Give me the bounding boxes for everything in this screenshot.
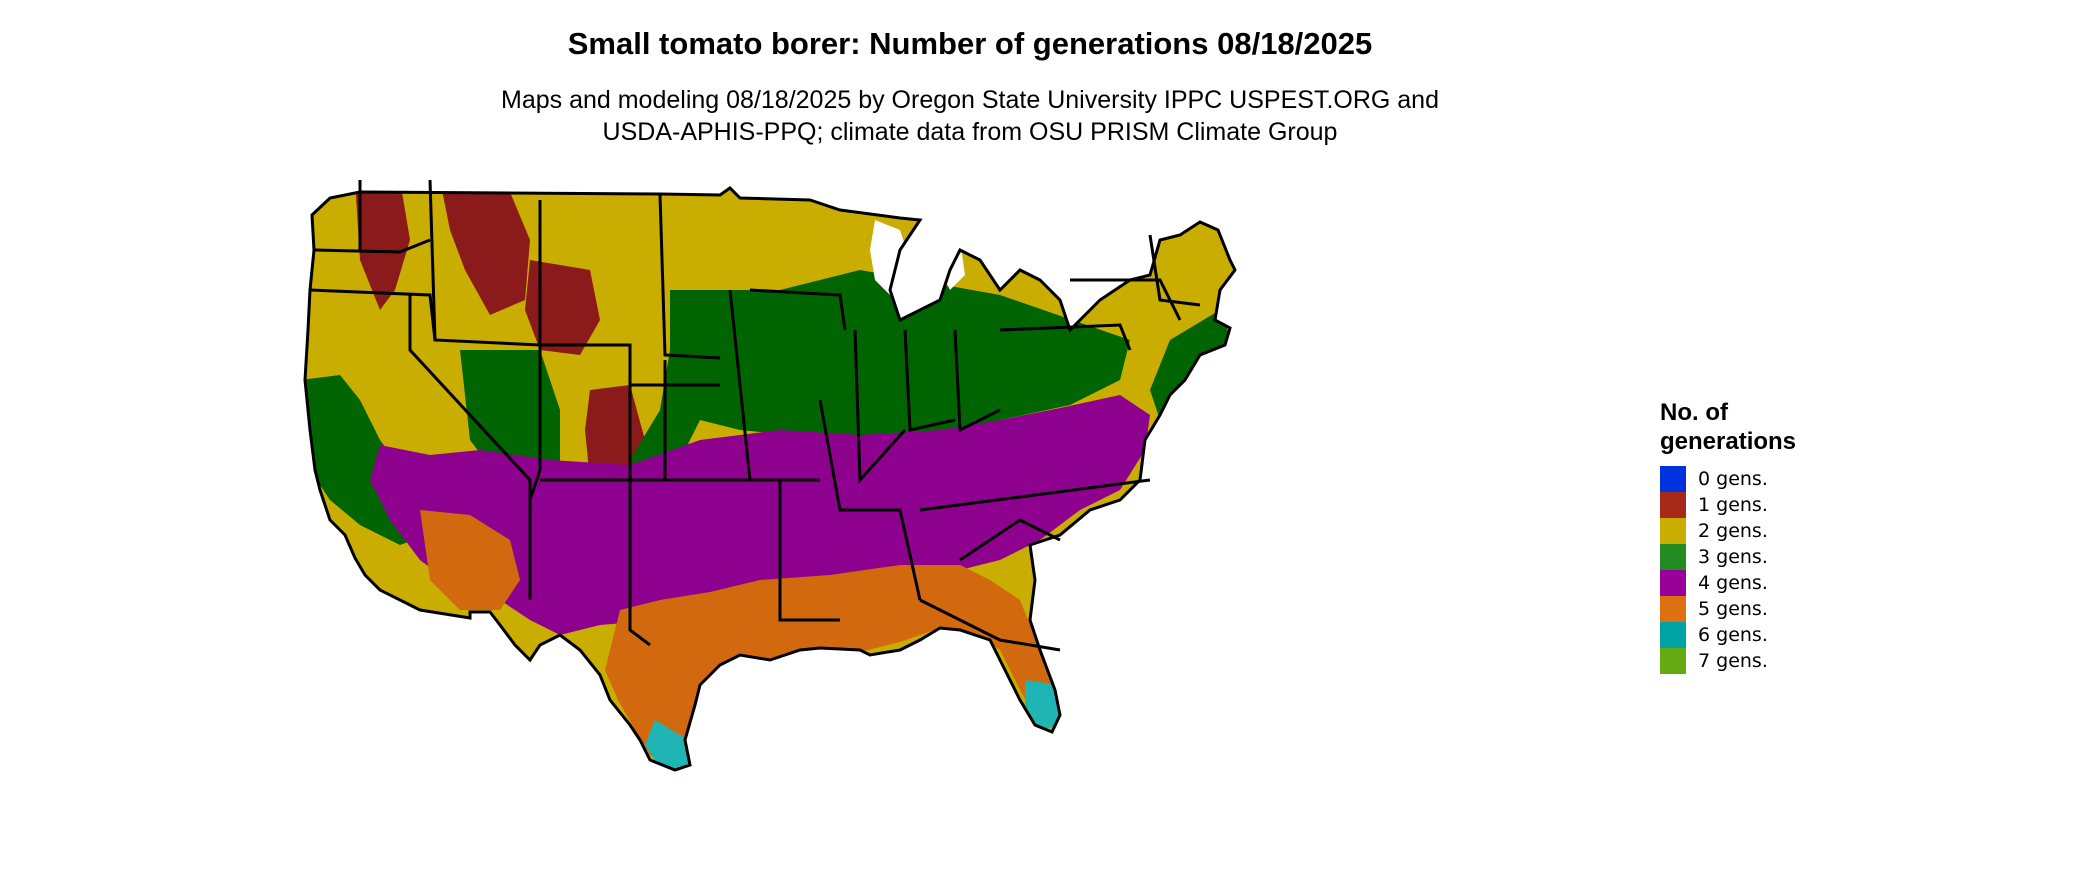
subtitle-line-1: Maps and modeling 08/18/2025 by Oregon S… bbox=[501, 86, 1439, 114]
border-id-west bbox=[428, 180, 541, 347]
state-borders bbox=[303, 180, 1237, 772]
legend-item: 1 gens. bbox=[1660, 492, 1890, 518]
zone-one-generation-cascades bbox=[355, 188, 410, 310]
legend-swatch bbox=[1660, 596, 1686, 622]
zone-three-generations-midwest bbox=[630, 270, 1130, 480]
legend-item: 7 gens. bbox=[1660, 648, 1890, 674]
lake-michigan bbox=[870, 220, 910, 295]
generation-zones bbox=[305, 188, 1235, 770]
legend-item: 2 gens. bbox=[1660, 518, 1890, 544]
border-ms-al bbox=[818, 399, 922, 601]
subtitle-line-2: USDA-APHIS-PPQ; climate data from OSU PR… bbox=[602, 118, 1338, 146]
usa-map-svg bbox=[303, 180, 1237, 772]
legend-swatch bbox=[1660, 648, 1686, 674]
legend-swatch bbox=[1660, 544, 1686, 570]
legend: No. of generations 0 gens. 1 gens. 2 gens.… bbox=[1660, 398, 1890, 674]
legend-title-line-1: No. of bbox=[1660, 399, 1728, 426]
border-dakotas bbox=[658, 194, 721, 360]
map-title: Small tomato borer: Number of generation… bbox=[567, 26, 1373, 61]
border-in bbox=[903, 329, 956, 432]
legend-label: 2 gens. bbox=[1698, 520, 1768, 542]
legend-label: 5 gens. bbox=[1698, 598, 1768, 620]
zone-one-generation-idaho bbox=[440, 188, 530, 315]
legend-item: 4 gens. bbox=[1660, 570, 1890, 596]
border-wa-or bbox=[314, 238, 431, 254]
legend-label: 4 gens. bbox=[1698, 572, 1768, 594]
border-ut-az bbox=[528, 345, 542, 600]
legend-items: 0 gens. 1 gens. 2 gens. 3 gens. 4 gens. 5 gen… bbox=[1660, 466, 1890, 674]
zone-four-generations-south bbox=[370, 395, 1150, 640]
border-oh bbox=[953, 329, 1001, 433]
legend-label: 7 gens. bbox=[1698, 650, 1768, 672]
generations-map bbox=[300, 180, 1640, 890]
border-ia-mn bbox=[749, 288, 847, 331]
border-il bbox=[853, 329, 907, 484]
zone-five-generations-arizona bbox=[420, 510, 520, 610]
border-mo bbox=[728, 289, 820, 482]
legend-swatch bbox=[1660, 570, 1686, 596]
legend-label: 6 gens. bbox=[1698, 624, 1768, 646]
legend-item: 5 gens. bbox=[1660, 596, 1890, 622]
border-ks-ok bbox=[663, 360, 782, 540]
border-new-england bbox=[1148, 234, 1201, 307]
border-la-ar bbox=[778, 540, 840, 622]
legend-label: 3 gens. bbox=[1698, 546, 1768, 568]
legend-item: 3 gens. bbox=[1660, 544, 1890, 570]
legend-item: 0 gens. bbox=[1660, 466, 1890, 492]
legend-swatch bbox=[1660, 518, 1686, 544]
legend-swatch bbox=[1660, 492, 1686, 518]
zone-six-generations-texas bbox=[645, 720, 690, 770]
legend-title: No. of generations bbox=[1660, 398, 1890, 456]
border-tn-ky bbox=[919, 478, 1151, 512]
zone-one-generation-wyoming bbox=[525, 260, 600, 355]
zone-five-generations-gulf bbox=[605, 565, 1060, 768]
border-nv bbox=[408, 295, 532, 500]
legend-item: 6 gens. bbox=[1660, 622, 1890, 648]
zone-three-generations-great-basin bbox=[460, 350, 560, 480]
legend-label: 1 gens. bbox=[1698, 494, 1768, 516]
legend-swatch bbox=[1660, 622, 1686, 648]
zone-six-generations-florida bbox=[1025, 680, 1062, 730]
legend-label: 0 gens. bbox=[1698, 468, 1768, 490]
border-fl-ga bbox=[919, 598, 1061, 652]
map-subtitle: Maps and modeling 08/18/2025 by Oregon S… bbox=[340, 84, 1600, 148]
border-pa bbox=[999, 323, 1132, 351]
border-mt-wy bbox=[538, 200, 720, 387]
border-ny bbox=[1070, 278, 1182, 321]
legend-title-line-2: generations bbox=[1660, 428, 1797, 455]
border-nm-tx bbox=[628, 480, 651, 647]
legend-swatch bbox=[1660, 466, 1686, 492]
border-ga-sc bbox=[959, 518, 1061, 562]
